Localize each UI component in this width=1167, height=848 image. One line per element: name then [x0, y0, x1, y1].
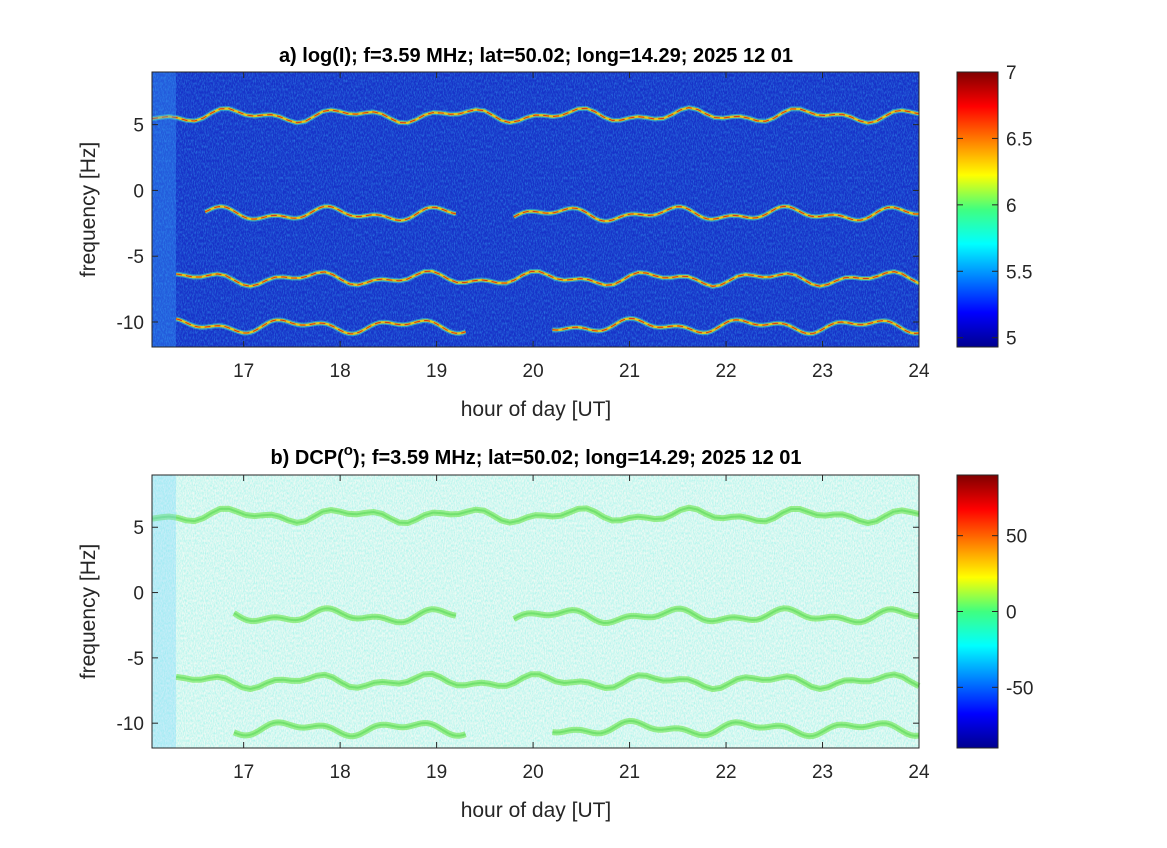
panel-b-y-ticks: 5 0 -5 -10	[117, 518, 919, 735]
x-tick-label: 20	[523, 762, 544, 783]
y-tick-label: -5	[127, 247, 144, 268]
trace-peak	[151, 107, 920, 124]
colorbar-tick-label: 0	[1006, 603, 1017, 624]
x-tick-label: 17	[233, 361, 254, 382]
trace-core	[151, 506, 920, 525]
trace-peak	[204, 205, 457, 222]
panel-a-xlabel: hour of day [UT]	[461, 398, 612, 421]
y-tick-label: 5	[133, 116, 144, 137]
y-tick-label: 0	[133, 584, 144, 605]
colorbar-tick-label: -50	[1006, 678, 1033, 699]
trace-peak	[552, 317, 920, 335]
colorbar-tick-label: 5.5	[1006, 262, 1032, 283]
trace-core	[552, 719, 920, 738]
x-tick-label: 23	[812, 361, 833, 382]
x-tick-label: 19	[426, 762, 447, 783]
trace-peak	[175, 318, 466, 335]
panel-a-axes-box	[151, 71, 920, 348]
panel-b-colorbar-scale	[956, 474, 999, 749]
x-tick-label: 17	[233, 762, 254, 783]
x-tick-label: 20	[523, 361, 544, 382]
x-tick-label: 22	[715, 762, 736, 783]
x-tick-label: 21	[619, 762, 640, 783]
panel-b-title-superscript: o	[344, 442, 353, 459]
y-tick-label: -10	[117, 313, 144, 334]
colorbar-tick-label: 5	[1006, 329, 1017, 350]
x-tick-label: 24	[908, 361, 930, 382]
panel-a-traces	[151, 72, 921, 347]
panel-a-x-ticks: 17 18 19 20 21 22 23 24	[233, 72, 930, 382]
panel-b-axes-box	[151, 474, 920, 749]
panel-b-title: b) DCP(o); f=3.59 MHz; lat=50.02; long=1…	[270, 442, 801, 469]
colorbar-tick-label: 7	[1006, 63, 1017, 84]
colorbar-tick-label: 6	[1006, 196, 1017, 217]
panel-a-colorbar-scale	[956, 71, 999, 348]
panel-b-x-ticks: 17 18 19 20 21 22 23 24	[233, 475, 930, 783]
panel-a-colorbar: 7 6.5 6 5.5 5	[956, 63, 1032, 350]
left-edge-noise	[152, 475, 176, 748]
trace-core	[233, 607, 457, 624]
colorbar-tick-label: 50	[1006, 527, 1027, 548]
x-tick-label: 18	[330, 361, 351, 382]
panel-b-ylabel: frequency [Hz]	[77, 544, 100, 679]
panel-a-title: a) log(I); f=3.59 MHz; lat=50.02; long=1…	[279, 45, 793, 67]
panel-b-traces	[151, 475, 921, 748]
colorbar-tick-label: 6.5	[1006, 129, 1032, 150]
x-tick-label: 23	[812, 762, 833, 783]
panel-b-title-main: b) DCP(	[270, 447, 344, 469]
trace-core	[513, 607, 920, 625]
x-tick-label: 21	[619, 361, 640, 382]
left-edge-noise	[152, 72, 176, 347]
trace-core	[233, 721, 466, 738]
x-tick-label: 22	[715, 361, 736, 382]
panel-a-colorbar-ticks: 7 6.5 6 5.5 5	[957, 63, 1032, 350]
y-tick-label: 5	[133, 518, 144, 539]
trace-peak	[513, 205, 920, 222]
y-tick-label: 0	[133, 181, 144, 202]
panel-b: b) DCP(o); f=3.59 MHz; lat=50.02; long=1…	[77, 442, 1033, 822]
panel-a: a) log(I); f=3.59 MHz; lat=50.02; long=1…	[77, 45, 1032, 421]
panel-a-ylabel: frequency [Hz]	[77, 142, 100, 277]
panel-b-colorbar: 50 0 -50	[956, 474, 1033, 749]
x-tick-label: 24	[908, 762, 930, 783]
y-tick-label: -10	[117, 714, 144, 735]
trace-core	[175, 269, 920, 288]
panel-a-heatmap	[151, 72, 921, 347]
x-tick-label: 19	[426, 361, 447, 382]
panel-b-xlabel: hour of day [UT]	[461, 799, 612, 822]
y-tick-label: -5	[127, 649, 144, 670]
panel-b-title-suffix: ); f=3.59 MHz; lat=50.02; long=14.29; 20…	[353, 447, 802, 469]
panel-a-y-ticks: 5 0 -5 -10	[117, 116, 919, 334]
panel-b-colorbar-ticks: 50 0 -50	[957, 527, 1033, 699]
x-tick-label: 18	[330, 762, 351, 783]
trace-core	[175, 672, 920, 691]
panel-b-heatmap	[151, 475, 921, 748]
